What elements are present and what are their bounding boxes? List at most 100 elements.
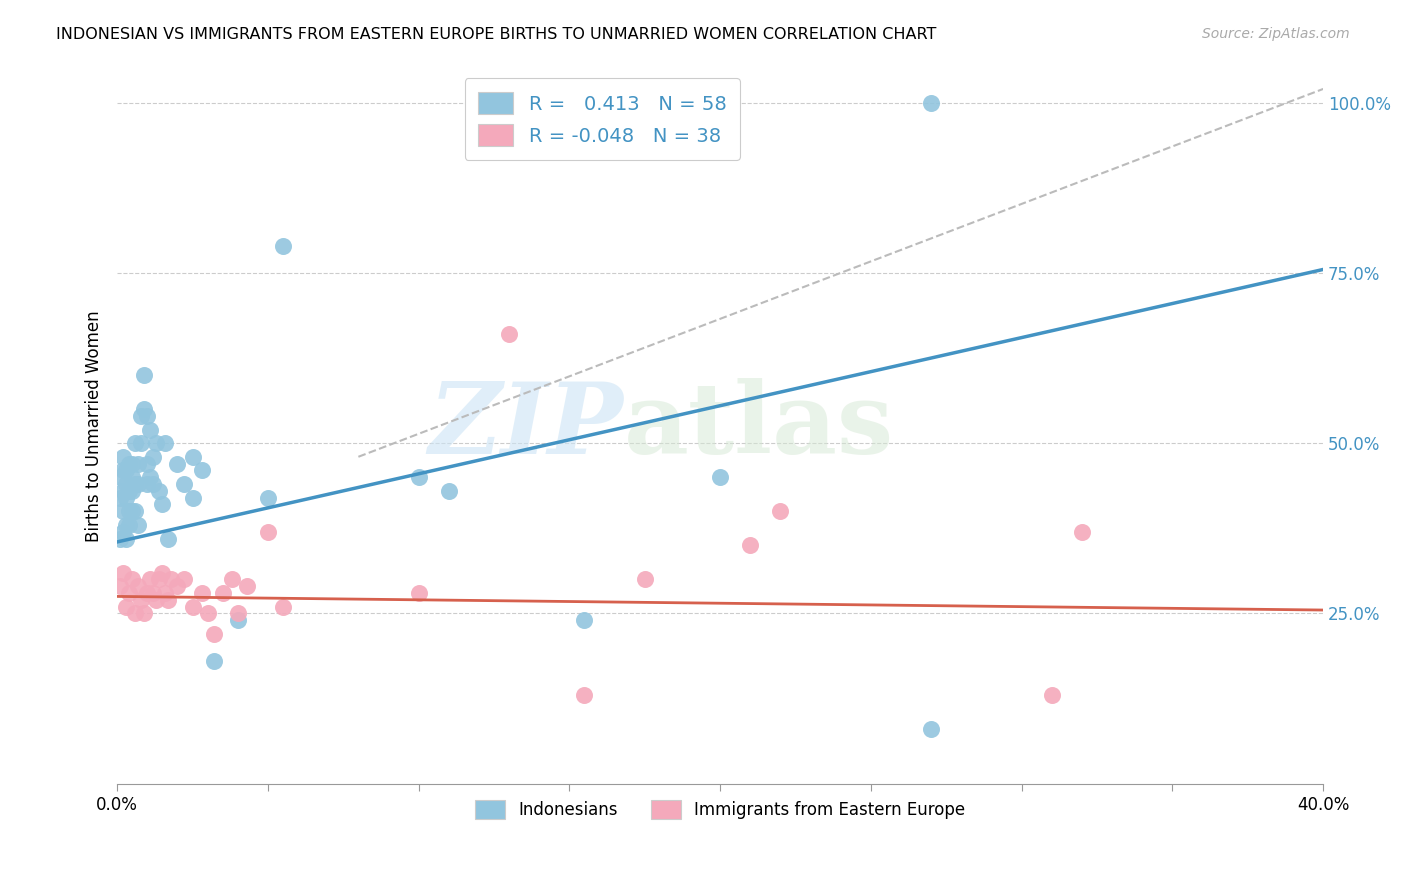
Point [190,463,212,477]
Point [121,457,143,471]
Point [124,504,146,518]
Point [173,573,195,587]
Point [408,470,430,484]
Point [148,573,170,587]
Point [118,457,141,471]
Point [634,573,657,587]
Point [139,423,162,437]
Point [127,457,149,471]
Point [112,463,135,477]
Point [108,532,131,546]
Point [226,607,249,621]
Point [166,579,188,593]
Point [709,470,731,484]
Legend: Indonesians, Immigrants from Eastern Europe: Indonesians, Immigrants from Eastern Eur… [468,793,972,825]
Point [574,613,596,627]
Point [115,477,138,491]
Point [157,592,180,607]
Point [157,532,180,546]
Point [115,463,138,477]
Point [124,607,146,621]
Point [142,450,165,464]
Point [920,723,942,737]
Point [190,586,212,600]
Point [226,613,249,627]
Point [145,436,167,450]
Point [121,483,143,498]
Point [498,327,520,342]
Point [155,586,177,600]
Point [131,409,153,423]
Point [121,504,143,518]
Point [134,402,156,417]
Point [152,498,174,512]
Point [134,368,156,382]
Point [115,532,138,546]
Point [271,238,294,252]
Point [769,504,792,518]
Point [108,470,131,484]
Point [121,470,143,484]
Point [221,573,243,587]
Point [131,592,153,607]
Point [127,579,149,593]
Point [197,607,219,621]
Point [136,477,159,491]
Point [202,627,225,641]
Point [108,491,131,505]
Point [112,483,135,498]
Point [142,477,165,491]
Y-axis label: Births to Unmarried Women: Births to Unmarried Women [86,310,103,542]
Point [408,586,430,600]
Text: ZIP: ZIP [429,378,624,475]
Point [139,573,162,587]
Point [121,573,143,587]
Point [131,436,153,450]
Point [118,483,141,498]
Point [437,483,460,498]
Point [118,504,141,518]
Point [139,470,162,484]
Point [257,524,280,539]
Point [112,566,135,580]
Point [118,517,141,532]
Point [181,491,204,505]
Point [574,688,596,702]
Point [236,579,259,593]
Point [124,436,146,450]
Point [112,450,135,464]
Point [202,654,225,668]
Point [115,599,138,614]
Point [271,599,294,614]
Point [115,491,138,505]
Point [136,586,159,600]
Point [136,457,159,471]
Point [108,579,131,593]
Point [148,483,170,498]
Point [160,573,183,587]
Point [181,599,204,614]
Point [1040,688,1063,702]
Point [173,477,195,491]
Point [257,491,280,505]
Text: INDONESIAN VS IMMIGRANTS FROM EASTERN EUROPE BIRTHS TO UNMARRIED WOMEN CORRELATI: INDONESIAN VS IMMIGRANTS FROM EASTERN EU… [56,27,936,42]
Point [145,592,167,607]
Point [115,517,138,532]
Point [127,517,149,532]
Text: Source: ZipAtlas.com: Source: ZipAtlas.com [1202,27,1350,41]
Point [155,436,177,450]
Point [1071,524,1094,539]
Point [124,477,146,491]
Point [152,566,174,580]
Point [740,538,762,552]
Text: atlas: atlas [624,377,894,475]
Point [112,504,135,518]
Point [118,586,141,600]
Point [166,457,188,471]
Point [211,586,233,600]
Point [134,607,156,621]
Point [112,524,135,539]
Point [136,409,159,423]
Point [920,95,942,110]
Point [142,586,165,600]
